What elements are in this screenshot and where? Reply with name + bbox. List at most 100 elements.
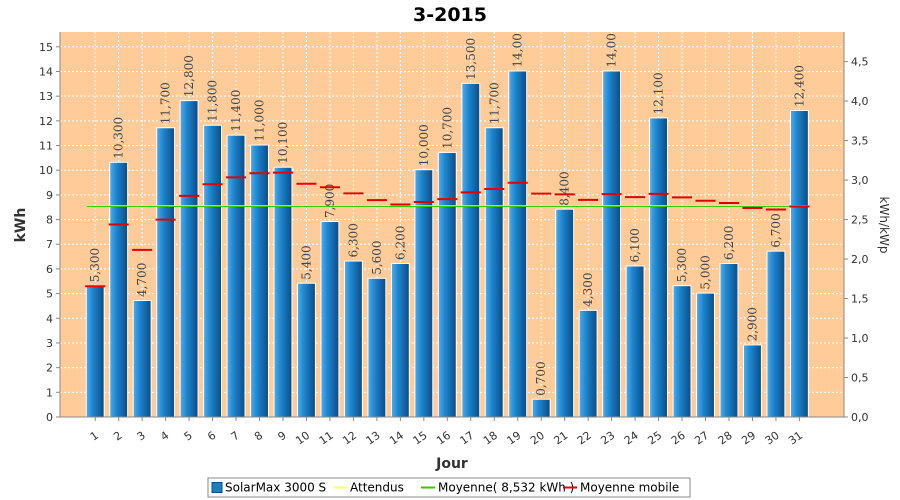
value-label: 11,000 xyxy=(253,100,267,142)
y-tick-label: 9 xyxy=(46,189,53,202)
x-tick-label: 7 xyxy=(229,429,242,444)
y-tick-label: 0 xyxy=(46,411,53,424)
bar xyxy=(626,266,644,417)
value-label: 5,600 xyxy=(370,240,384,274)
x-tick-label: 30 xyxy=(763,429,782,448)
x-tick-label: 22 xyxy=(575,429,594,448)
y2-tick-label: 2,5 xyxy=(851,214,869,227)
x-tick-label: 14 xyxy=(387,429,406,448)
x-tick-label: 8 xyxy=(252,429,265,444)
x-axis-ticks: 1 2 3 4 5 6 7 8 9 10 11 12 13 14 15 16 17 18 19 20 21 22 23 24 2… xyxy=(88,417,805,447)
x-tick-label: 4 xyxy=(158,429,171,444)
x-axis-title: Jour xyxy=(435,456,468,472)
x-tick-label: 6 xyxy=(205,429,218,444)
plot-area: 5,300 10,300 4,700 11,700 12,800 11,800 11,400… xyxy=(60,32,844,418)
y-tick-label: 3 xyxy=(46,337,53,350)
value-label: 12,400 xyxy=(792,65,806,107)
y-tick-label: 1 xyxy=(46,386,53,399)
value-label: 6,700 xyxy=(769,213,783,247)
bar xyxy=(86,286,104,417)
value-label: 10,700 xyxy=(440,107,454,149)
bar xyxy=(556,209,574,417)
x-tick-label: 10 xyxy=(293,429,312,448)
moving-average-series xyxy=(85,171,810,288)
y-tick-label: 11 xyxy=(39,140,53,153)
bar-series xyxy=(85,70,809,418)
value-label: 6,300 xyxy=(346,223,360,257)
bar xyxy=(298,283,315,417)
bar xyxy=(133,301,151,417)
value-label: 6,200 xyxy=(722,226,736,260)
y-tick-label: 12 xyxy=(39,115,53,128)
value-label: 5,000 xyxy=(699,255,713,289)
bar xyxy=(251,145,268,417)
bar xyxy=(274,167,292,417)
y2-tick-label: 3,0 xyxy=(851,174,869,187)
bar xyxy=(110,162,128,417)
x-tick-label: 13 xyxy=(364,429,383,448)
bar xyxy=(391,263,409,417)
bar xyxy=(157,128,175,417)
x-tick-label: 26 xyxy=(669,429,688,448)
value-label: 6,200 xyxy=(393,226,407,260)
x-tick-label: 28 xyxy=(716,429,735,448)
legend-swatch xyxy=(211,482,223,493)
value-label: 14,00 xyxy=(511,33,525,67)
x-tick-label: 11 xyxy=(317,429,336,448)
x-tick-label: 20 xyxy=(528,429,547,448)
legend-label: Attendus xyxy=(350,481,404,495)
y-tick-label: 5 xyxy=(46,288,53,301)
y-tick-label: 2 xyxy=(46,362,53,375)
x-tick-label: 24 xyxy=(622,429,641,448)
x-tick-label: 16 xyxy=(434,429,453,448)
bar xyxy=(650,118,668,417)
bar xyxy=(180,101,198,417)
y2-tick-label: 1,5 xyxy=(851,293,869,306)
y-tick-label: 8 xyxy=(46,214,53,227)
bar xyxy=(790,110,808,417)
bar xyxy=(509,71,527,417)
value-label: 4,700 xyxy=(135,263,149,297)
bar xyxy=(720,263,738,417)
value-label: 10,100 xyxy=(276,122,290,164)
y-tick-label: 7 xyxy=(46,238,53,251)
x-tick-label: 19 xyxy=(505,429,524,448)
value-label: 12,800 xyxy=(182,55,196,97)
bar xyxy=(697,293,714,417)
value-label: 0,700 xyxy=(534,361,548,395)
y-tick-label: 4 xyxy=(46,312,53,325)
y2-tick-label: 4,5 xyxy=(851,56,869,69)
y2-axis-title: kWh/kWp xyxy=(877,197,891,254)
y2-tick-label: 0,5 xyxy=(851,372,869,385)
x-tick-label: 18 xyxy=(481,429,500,448)
bar xyxy=(673,286,691,417)
x-tick-label: 29 xyxy=(739,429,758,448)
value-label: 8,400 xyxy=(558,171,572,205)
chart-title: 3-2015 xyxy=(413,4,487,26)
x-tick-label: 27 xyxy=(692,429,711,448)
value-label: 14,00 xyxy=(605,33,619,67)
value-label: 10,300 xyxy=(112,117,126,159)
bar xyxy=(744,345,761,417)
x-tick-label: 3 xyxy=(135,429,148,444)
value-label: 11,700 xyxy=(487,82,501,124)
y-tick-label: 14 xyxy=(39,65,53,78)
bar xyxy=(767,251,785,417)
x-tick-label: 23 xyxy=(598,429,617,448)
y2-axis-ticks: 0,0 0,5 1,0 1,5 2,0 2,5 3,0 3,5 4,0 4,5 xyxy=(844,56,869,424)
x-tick-label: 12 xyxy=(340,429,359,448)
bar xyxy=(603,71,621,417)
value-label: 5,300 xyxy=(675,248,689,282)
y-tick-label: 15 xyxy=(39,41,53,54)
bar xyxy=(438,152,456,417)
x-tick-label: 25 xyxy=(645,429,664,448)
bar xyxy=(462,83,480,418)
y-tick-label: 6 xyxy=(46,263,53,276)
value-label: 7,900 xyxy=(323,184,337,218)
x-tick-label: 9 xyxy=(276,429,289,444)
value-label: 5,300 xyxy=(88,248,102,282)
bar xyxy=(532,399,550,417)
value-label: 10,000 xyxy=(417,124,431,166)
